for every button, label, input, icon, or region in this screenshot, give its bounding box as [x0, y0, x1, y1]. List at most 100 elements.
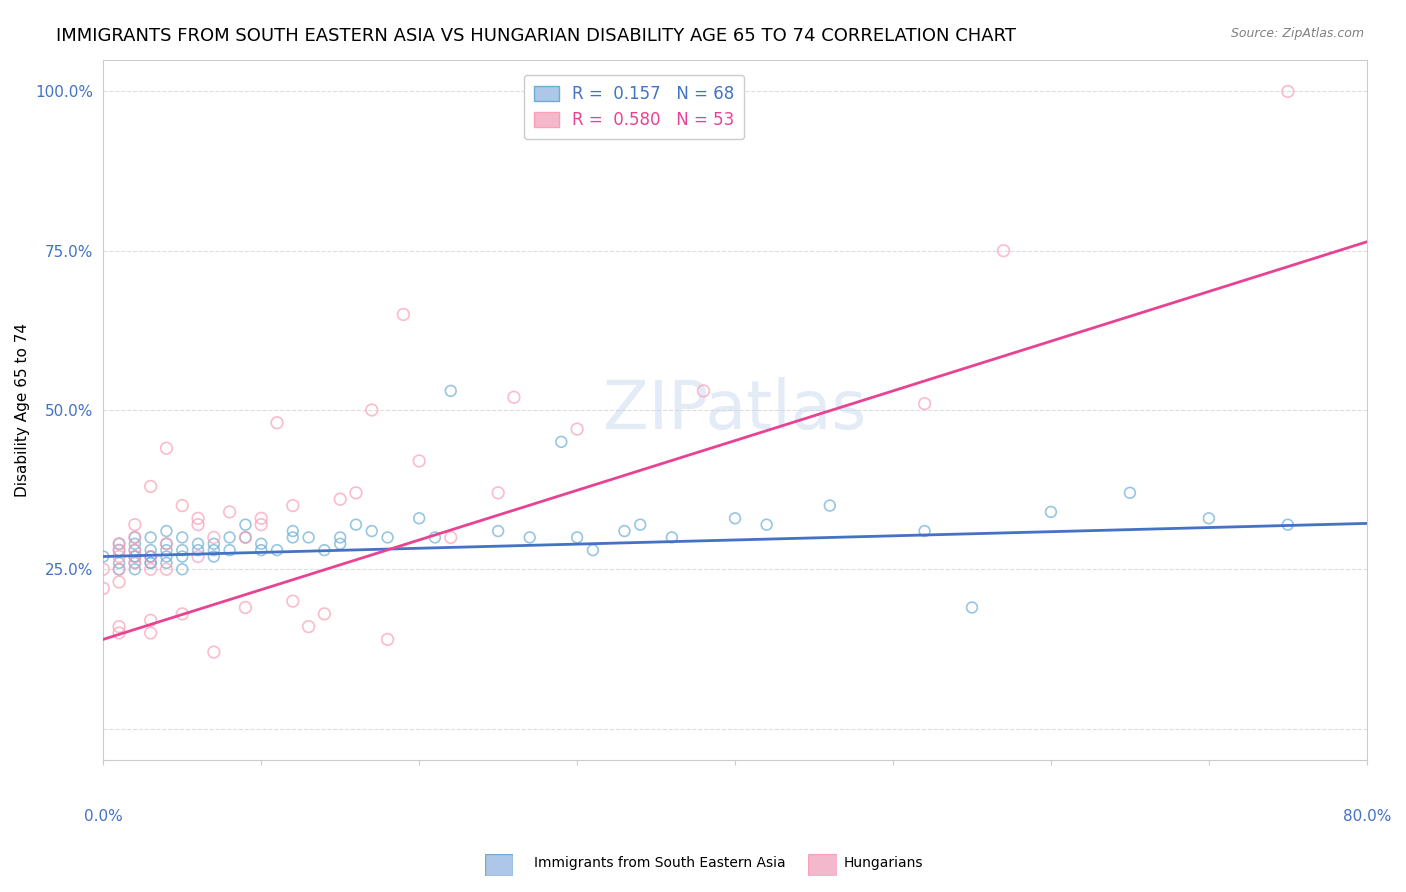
- Text: ZIPatlas: ZIPatlas: [603, 377, 866, 443]
- Point: [993, 244, 1015, 258]
- Point: [250, 537, 273, 551]
- Text: Immigrants from South Eastern Asia: Immigrants from South Eastern Asia: [534, 855, 786, 870]
- Point: [329, 537, 352, 551]
- Text: Hungarians: Hungarians: [844, 855, 924, 870]
- Point: [124, 517, 146, 532]
- Point: [661, 530, 683, 544]
- Point: [914, 524, 936, 538]
- Point: [124, 556, 146, 570]
- Point: [108, 574, 131, 589]
- Point: [565, 422, 588, 436]
- Point: [155, 537, 177, 551]
- FancyBboxPatch shape: [808, 854, 837, 876]
- Point: [423, 530, 446, 544]
- Point: [155, 524, 177, 538]
- Point: [486, 485, 509, 500]
- Point: [1039, 505, 1062, 519]
- Point: [172, 499, 194, 513]
- Point: [281, 530, 304, 544]
- Point: [755, 517, 778, 532]
- Point: [91, 562, 114, 576]
- Point: [360, 524, 382, 538]
- Point: [155, 441, 177, 455]
- Point: [281, 499, 304, 513]
- Point: [139, 549, 162, 564]
- Point: [440, 530, 463, 544]
- Point: [297, 530, 319, 544]
- Point: [250, 517, 273, 532]
- Point: [172, 562, 194, 576]
- Point: [124, 530, 146, 544]
- Point: [250, 543, 273, 558]
- Point: [392, 308, 415, 322]
- Point: [108, 543, 131, 558]
- Point: [360, 403, 382, 417]
- Point: [139, 626, 162, 640]
- Point: [108, 619, 131, 633]
- Point: [202, 549, 225, 564]
- Point: [235, 517, 257, 532]
- Point: [565, 530, 588, 544]
- Point: [582, 543, 605, 558]
- Point: [550, 434, 572, 449]
- Point: [108, 562, 131, 576]
- Point: [344, 517, 367, 532]
- Point: [486, 524, 509, 538]
- Point: [297, 619, 319, 633]
- Legend: R =  0.157   N = 68, R =  0.580   N = 53: R = 0.157 N = 68, R = 0.580 N = 53: [523, 75, 744, 139]
- Point: [1119, 485, 1142, 500]
- Point: [91, 582, 114, 596]
- Point: [108, 626, 131, 640]
- Point: [108, 562, 131, 576]
- Point: [440, 384, 463, 398]
- Text: IMMIGRANTS FROM SOUTH EASTERN ASIA VS HUNGARIAN DISABILITY AGE 65 TO 74 CORRELAT: IMMIGRANTS FROM SOUTH EASTERN ASIA VS HU…: [56, 27, 1017, 45]
- Point: [187, 511, 209, 525]
- Point: [172, 607, 194, 621]
- Point: [139, 549, 162, 564]
- Point: [187, 549, 209, 564]
- Point: [124, 562, 146, 576]
- Point: [187, 543, 209, 558]
- Point: [724, 511, 747, 525]
- Point: [139, 530, 162, 544]
- Point: [202, 537, 225, 551]
- Point: [202, 543, 225, 558]
- Point: [108, 537, 131, 551]
- Text: 0.0%: 0.0%: [84, 809, 122, 824]
- Y-axis label: Disability Age 65 to 74: Disability Age 65 to 74: [15, 323, 30, 497]
- Point: [250, 511, 273, 525]
- Point: [218, 505, 240, 519]
- Point: [124, 549, 146, 564]
- Point: [235, 530, 257, 544]
- Point: [408, 511, 430, 525]
- Point: [139, 543, 162, 558]
- Point: [108, 537, 131, 551]
- Point: [139, 556, 162, 570]
- Point: [818, 499, 841, 513]
- Point: [329, 492, 352, 507]
- Point: [613, 524, 636, 538]
- Point: [139, 556, 162, 570]
- Point: [202, 530, 225, 544]
- Point: [124, 549, 146, 564]
- Point: [329, 530, 352, 544]
- Point: [218, 543, 240, 558]
- Point: [187, 517, 209, 532]
- FancyBboxPatch shape: [485, 854, 513, 876]
- Point: [124, 543, 146, 558]
- Point: [124, 543, 146, 558]
- Point: [172, 549, 194, 564]
- Point: [139, 479, 162, 493]
- Point: [108, 556, 131, 570]
- Point: [155, 543, 177, 558]
- Point: [235, 530, 257, 544]
- Point: [155, 562, 177, 576]
- Point: [1277, 85, 1299, 99]
- Point: [503, 390, 526, 404]
- Point: [1198, 511, 1220, 525]
- Point: [1277, 517, 1299, 532]
- Point: [124, 549, 146, 564]
- Point: [692, 384, 714, 398]
- Point: [124, 556, 146, 570]
- Point: [266, 543, 288, 558]
